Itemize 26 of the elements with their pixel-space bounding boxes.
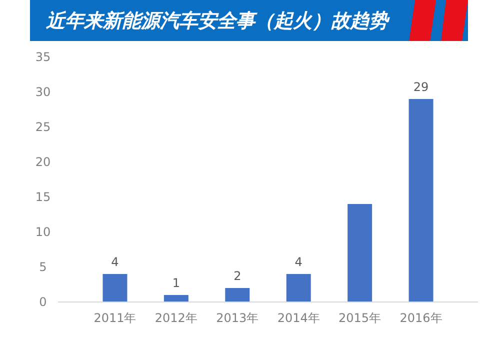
chart-title: 近年来新能源汽车安全事（起火）故趋势 xyxy=(45,10,390,32)
y-tick-label: 5 xyxy=(39,260,47,274)
bar xyxy=(225,288,250,302)
x-tick-label: 2015年 xyxy=(338,311,382,325)
y-tick-label: 25 xyxy=(35,120,51,134)
y-tick-label: 10 xyxy=(35,225,51,240)
bar xyxy=(164,295,188,302)
x-tick-label: 2011年 xyxy=(94,311,136,325)
x-tick-label: 2013年 xyxy=(216,311,259,325)
x-tick-label: 2014年 xyxy=(277,311,320,325)
data-label: 4 xyxy=(294,255,302,269)
bar xyxy=(102,274,128,302)
data-label: 29 xyxy=(413,80,429,94)
y-tick-label: 30 xyxy=(35,85,51,100)
x-tick-label: 2016年 xyxy=(400,311,442,325)
bar xyxy=(286,274,311,302)
y-tick-label: 15 xyxy=(35,190,51,204)
y-tick-label: 35 xyxy=(35,50,51,64)
x-tick-label: 2012年 xyxy=(154,311,198,325)
data-label: 4 xyxy=(111,255,119,269)
y-tick-label: 0 xyxy=(39,295,47,310)
data-label: 1 xyxy=(172,276,180,290)
bar xyxy=(348,204,372,302)
data-label: 2 xyxy=(234,269,242,283)
y-tick-label: 20 xyxy=(35,155,51,170)
bar xyxy=(408,99,434,302)
